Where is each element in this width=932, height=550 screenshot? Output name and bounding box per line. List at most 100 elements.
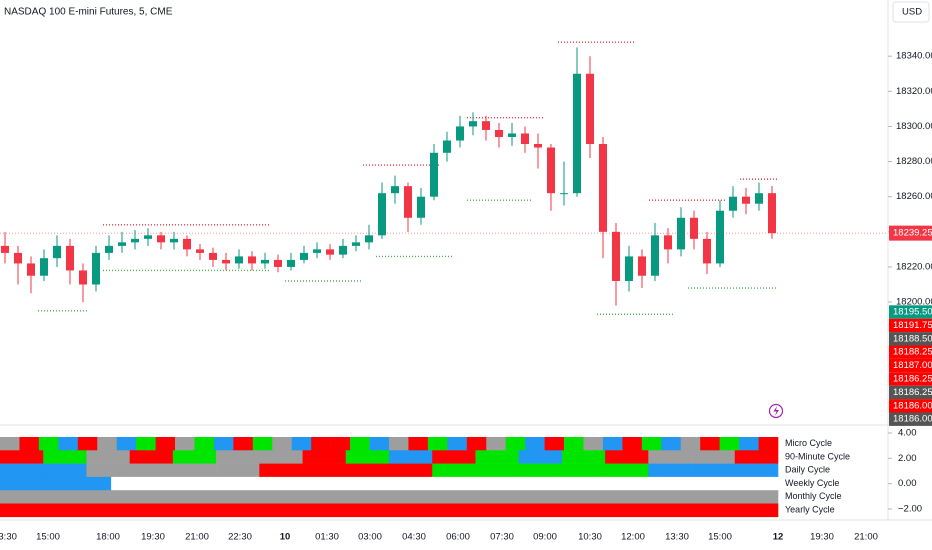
x-tick-label: 04:30 xyxy=(402,532,426,543)
y-tick-label: 18260.00 xyxy=(896,191,932,202)
x-tick-label: 19:30 xyxy=(810,532,834,543)
cycle-cell xyxy=(432,450,476,464)
last-price-tag xyxy=(889,225,932,241)
candle-body xyxy=(1,245,9,253)
cycle-cell xyxy=(136,437,156,451)
cycle-cell xyxy=(0,437,20,451)
candle-body xyxy=(690,217,698,239)
candle-body xyxy=(521,133,529,145)
currency[interactable]: USD xyxy=(902,7,922,18)
cycle-cell xyxy=(43,463,87,478)
y-tick-label: 18300.00 xyxy=(896,121,932,132)
candle-body xyxy=(287,259,295,267)
price-tag-label: 18186.25 xyxy=(893,374,932,385)
cycle-cell xyxy=(466,437,487,451)
cycle-cell xyxy=(0,476,112,491)
cycle-cell xyxy=(272,437,293,451)
candle-body xyxy=(170,238,178,243)
cycle-cell xyxy=(734,463,779,478)
cycle-cell xyxy=(345,450,390,464)
candle-body xyxy=(443,140,451,153)
candle-body xyxy=(417,196,425,218)
candle-body xyxy=(248,256,256,264)
cycle-label: Monthly Cycle xyxy=(785,491,842,501)
cycle-cell xyxy=(602,437,623,451)
candle-body xyxy=(261,259,269,264)
candle-body xyxy=(339,245,347,255)
cycle-cell xyxy=(561,463,606,478)
cycle-cell xyxy=(38,437,59,451)
candle-body xyxy=(183,238,191,250)
y-tick-label: 18280.00 xyxy=(896,156,932,167)
candle-body xyxy=(274,259,282,267)
cycle-cell xyxy=(252,437,273,451)
x-tick-label: 19:30 xyxy=(141,532,165,543)
cycle-cell xyxy=(734,450,779,464)
x-tick-label: 12 xyxy=(773,532,784,543)
cycle-cell xyxy=(216,450,260,464)
x-tick-label: 13:30 xyxy=(665,532,689,543)
candle-body xyxy=(534,144,542,148)
cycle-cell xyxy=(43,450,87,464)
price-tag xyxy=(889,372,932,386)
cycle-cell xyxy=(58,437,79,451)
x-tick-label: 06:00 xyxy=(446,532,470,543)
cycle-cell xyxy=(427,437,448,451)
candle-body xyxy=(573,73,581,194)
candle-body xyxy=(625,256,633,281)
price-tag xyxy=(889,345,932,359)
cycle-cell xyxy=(518,463,563,478)
y-tick-label: 18320.00 xyxy=(896,86,932,97)
candle-body xyxy=(105,245,113,253)
candle-body xyxy=(495,129,503,137)
price-tag xyxy=(889,358,932,373)
cycle-cell xyxy=(739,437,759,451)
cycle-cell xyxy=(561,450,606,464)
cycle-cell xyxy=(666,476,779,491)
x-tick-label: 01:30 xyxy=(315,532,339,543)
cycle-cell xyxy=(648,450,692,464)
cycle-cell xyxy=(0,463,44,478)
candle-body xyxy=(638,256,646,276)
candle-body xyxy=(365,235,373,243)
price-tag-label: 18195.50 xyxy=(893,307,932,318)
cycle-cell xyxy=(222,476,334,491)
cycle-cell xyxy=(486,437,506,451)
cycle-cell xyxy=(216,463,260,478)
cycle-cell xyxy=(213,437,234,451)
cycle-cell xyxy=(475,450,519,464)
y-tick-label: 18340.00 xyxy=(896,51,932,62)
candle-body xyxy=(430,152,438,197)
candle-body xyxy=(729,196,737,211)
cycle-cell xyxy=(622,437,643,451)
cycle-cell xyxy=(641,437,662,451)
price-tag-label: 18186.00 xyxy=(893,400,932,411)
candle-body xyxy=(508,133,516,137)
cycle-cell xyxy=(389,450,433,464)
candle-body xyxy=(14,252,22,264)
cycle-cell xyxy=(172,463,217,478)
candle-body xyxy=(560,193,568,195)
cycle-cell xyxy=(0,490,779,504)
price-tag xyxy=(889,305,932,319)
candle-body xyxy=(118,242,126,246)
cycle-cell xyxy=(505,437,526,451)
price-tag-label: 18188.50 xyxy=(893,333,932,344)
candle-body xyxy=(547,147,555,194)
candle-body xyxy=(742,196,750,204)
price-tag-label: 18188.25 xyxy=(893,347,932,358)
currency-button[interactable] xyxy=(892,1,930,23)
cycle-cell xyxy=(333,476,445,491)
cycle-cell xyxy=(583,437,604,451)
cycle-cell xyxy=(291,437,312,451)
y-tick-label: −2.00 xyxy=(898,503,922,514)
cycle-cell xyxy=(475,463,519,478)
cycle-cell xyxy=(648,463,692,478)
chart-title: NASDAQ 100 E-mini Futures, 5, CME xyxy=(4,7,173,18)
cycle-cell xyxy=(0,450,44,464)
candle-body xyxy=(196,249,204,253)
cycle-label: Yearly Cycle xyxy=(785,505,835,515)
cycle-label: Micro Cycle xyxy=(785,438,832,448)
cycle-cell xyxy=(259,450,303,464)
